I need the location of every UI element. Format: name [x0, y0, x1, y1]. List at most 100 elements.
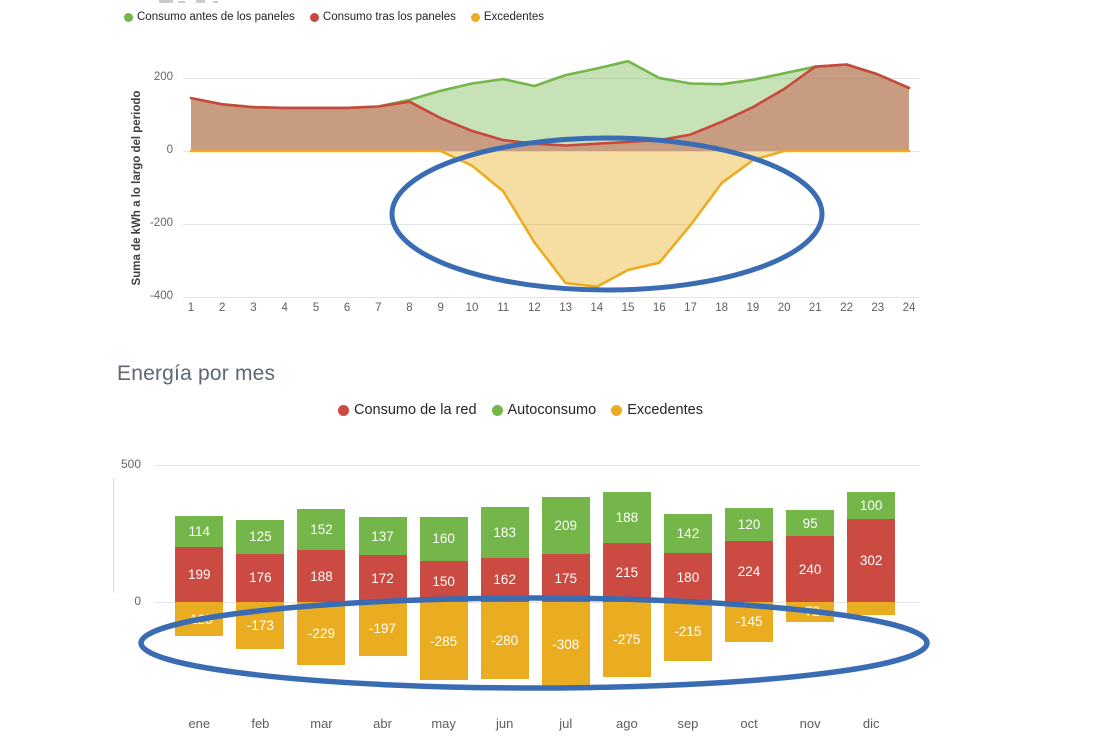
x-tick-label: 19	[746, 302, 760, 314]
bar-segment-autoconsumo[interactable]: 120	[725, 507, 774, 541]
bar-segment-consumo-red[interactable]: 180	[663, 552, 712, 602]
bar-segment-consumo-red[interactable]: 302	[847, 519, 896, 602]
bar-segment-excedentes[interactable]: -275	[602, 602, 651, 678]
gridline	[183, 297, 920, 298]
bar-segment-consumo-red[interactable]: 199	[175, 547, 224, 602]
bar-segment-excedentes[interactable]: -173	[236, 602, 285, 650]
clipped-title-fragment	[213, 1, 218, 3]
bar-segment-consumo-red[interactable]: 224	[725, 540, 774, 602]
bar-segment-excedentes[interactable]: -308	[541, 602, 590, 687]
bar-segment-autoconsumo[interactable]: 114	[175, 516, 224, 548]
x-tick-label: feb	[251, 716, 270, 731]
x-tick-label: 18	[715, 302, 729, 314]
bar-value-label: 120	[737, 516, 761, 532]
bar-segment-autoconsumo[interactable]: 183	[480, 507, 529, 558]
bar-value-label: 125	[249, 529, 272, 545]
bar-value-label: -145	[735, 614, 763, 630]
bar-value-label: 150	[432, 573, 455, 589]
legend-swatch-icon	[470, 12, 480, 22]
bar-value-label: 199	[188, 567, 211, 583]
clipped-title-fragment	[178, 1, 185, 3]
legend-item[interactable]: Autoconsumo	[491, 402, 596, 418]
legend-item[interactable]: Excedentes	[470, 11, 544, 23]
bar-segment-excedentes[interactable]: -145	[725, 602, 774, 642]
bar-value-label: -197	[369, 621, 397, 637]
bar-segment-consumo-red[interactable]: 150	[419, 560, 468, 602]
x-tick-label: 13	[559, 302, 572, 314]
bar-segment-autoconsumo[interactable]: 137	[358, 517, 407, 555]
bar-segment-consumo-red[interactable]: 188	[297, 550, 346, 602]
x-tick-label: sep	[677, 716, 699, 731]
bar-segment-excedentes[interactable]: -72	[786, 602, 835, 622]
bar-value-label: -275	[613, 632, 641, 648]
bar-segment-excedentes[interactable]: -229	[297, 602, 346, 665]
y-tick-label: 0	[166, 144, 173, 156]
bar-segment-autoconsumo[interactable]: 142	[663, 513, 712, 553]
bar-segment-autoconsumo[interactable]: 125	[236, 519, 285, 554]
legend-item[interactable]: Consumo de la red	[338, 402, 477, 418]
clipped-title-fragment	[196, 0, 205, 3]
monthly-chart-title: Energía por mes	[117, 362, 276, 385]
x-tick-label: dic	[862, 716, 880, 731]
bar-segment-excedentes[interactable]	[847, 602, 896, 616]
x-tick-label: 9	[437, 302, 444, 314]
bar-segment-excedentes[interactable]: -197	[358, 602, 407, 656]
y-tick-label: 200	[153, 71, 173, 83]
bar-value-label: 240	[798, 561, 822, 577]
x-tick-label: 20	[777, 302, 791, 314]
bar-segment-autoconsumo[interactable]: 160	[419, 517, 468, 561]
bar-segment-autoconsumo[interactable]: 100	[847, 491, 896, 520]
legend-item[interactable]: Excedentes	[611, 402, 703, 418]
bar-value-label: 100	[859, 498, 883, 514]
area-series-2[interactable]	[191, 151, 909, 287]
x-tick-label: 24	[902, 302, 916, 314]
x-tick-label: 4	[281, 302, 288, 314]
bar-value-label: -72	[800, 604, 820, 620]
bar-value-label: 114	[188, 524, 211, 540]
bar-segment-consumo-red[interactable]: 172	[358, 554, 407, 602]
legend-swatch-icon	[124, 12, 133, 22]
bar-value-label: 172	[371, 570, 394, 586]
area-series-1[interactable]	[191, 64, 909, 152]
x-tick-label: jun	[496, 716, 514, 731]
bar-value-label: 183	[493, 525, 516, 541]
bar-segment-excedentes[interactable]: -285	[419, 602, 468, 681]
bar-value-label: -308	[552, 636, 580, 652]
hourly-area-plot[interactable]	[0, 0, 1102, 340]
y-tick-label: -400	[149, 290, 173, 302]
x-tick-label: 3	[250, 302, 257, 314]
x-tick-label: 6	[343, 302, 351, 314]
hourly-chart-legend: Consumo antes de los paneles Consumo tras…	[124, 11, 559, 25]
bar-segment-autoconsumo[interactable]: 95	[786, 510, 835, 537]
bar-value-label: 188	[615, 509, 639, 525]
bar-segment-autoconsumo[interactable]: 188	[602, 491, 651, 544]
monthly-chart-legend: Consumo de la red Autoconsumo Excedentes	[338, 402, 718, 420]
bar-value-label: 142	[676, 525, 700, 541]
bar-value-label: 152	[310, 522, 333, 538]
bar-segment-excedentes[interactable]: -125	[175, 602, 224, 637]
x-tick-label: 23	[871, 302, 885, 314]
bar-segment-excedentes[interactable]: -215	[663, 602, 712, 661]
bar-segment-consumo-red[interactable]: 176	[236, 553, 285, 602]
x-tick-label: 12	[527, 302, 541, 314]
legend-item[interactable]: Consumo tras los paneles	[309, 11, 456, 23]
bar-value-label: -173	[246, 618, 274, 634]
x-tick-label: ago	[616, 716, 638, 731]
legend-item[interactable]: Consumo antes de los paneles	[124, 11, 295, 23]
x-tick-label: 21	[808, 302, 822, 314]
bar-segment-consumo-red[interactable]: 215	[602, 543, 651, 602]
bar-segment-autoconsumo[interactable]: 209	[541, 496, 590, 555]
bar-segment-autoconsumo[interactable]: 152	[297, 508, 346, 551]
bar-segment-consumo-red[interactable]: 175	[541, 554, 590, 602]
bar-segment-excedentes[interactable]: -280	[480, 602, 529, 679]
bar-value-label: 302	[859, 553, 883, 569]
legend-label: Consumo tras los paneles	[322, 11, 456, 23]
bar-value-label: 160	[432, 531, 455, 547]
bar-segment-consumo-red[interactable]: 162	[480, 557, 529, 602]
x-tick-label: 1	[187, 302, 195, 314]
bar-value-label: 162	[493, 572, 516, 588]
bar-value-label: 215	[615, 565, 639, 581]
bar-segment-consumo-red[interactable]: 240	[786, 536, 835, 602]
x-tick-label: ene	[188, 716, 211, 731]
